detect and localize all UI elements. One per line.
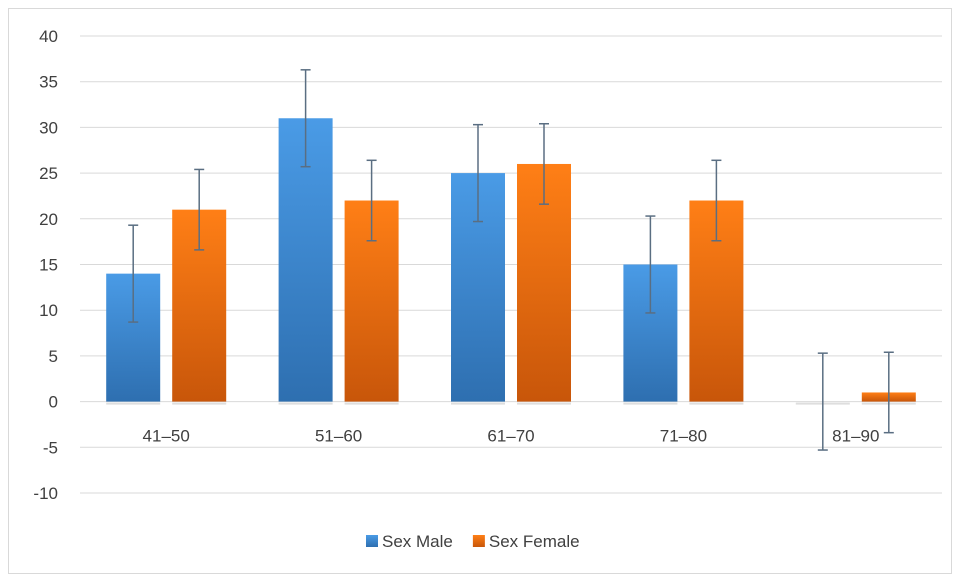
bar-shadow [172, 402, 227, 405]
y-tick-label: 10 [39, 301, 58, 320]
x-tick-label: 71–80 [660, 427, 707, 446]
legend-label: Sex Female [489, 532, 580, 551]
bar-shadow [689, 402, 744, 405]
y-tick-label: -10 [33, 484, 58, 503]
y-tick-label: 5 [49, 347, 58, 366]
legend: Sex Male Sex Female [366, 532, 580, 551]
x-tick-label: 51–60 [315, 427, 362, 446]
y-tick-label: 30 [39, 118, 58, 137]
legend-label: Sex Male [382, 532, 453, 551]
bar-shadow [344, 402, 399, 405]
bar-shadow [106, 402, 161, 405]
bars [106, 118, 916, 405]
bar-shadow [623, 402, 678, 405]
y-tick-label: 40 [39, 27, 58, 46]
bar-shadow [278, 402, 333, 405]
x-axis-labels: 41–50 51–60 61–70 71–80 81–90 [143, 427, 880, 446]
y-tick-label: 20 [39, 210, 58, 229]
y-tick-label: 0 [49, 393, 58, 412]
bar-shadow [517, 402, 571, 405]
y-tick-label: 25 [39, 164, 58, 183]
x-tick-label: 61–70 [487, 427, 534, 446]
legend-swatch-female [472, 535, 485, 547]
y-tick-label: -5 [43, 438, 58, 457]
gridlines [80, 35, 942, 494]
y-tick-label: 15 [39, 256, 58, 275]
bar-shadow [451, 402, 505, 405]
y-tick-label: 35 [39, 73, 58, 92]
error-bars [128, 69, 894, 451]
x-tick-label: 81–90 [832, 427, 879, 446]
legend-swatch-male [366, 535, 378, 547]
x-tick-label: 41–50 [143, 427, 190, 446]
y-axis-ticks: -10 -5 0 5 10 15 20 25 30 35 40 [33, 27, 58, 503]
